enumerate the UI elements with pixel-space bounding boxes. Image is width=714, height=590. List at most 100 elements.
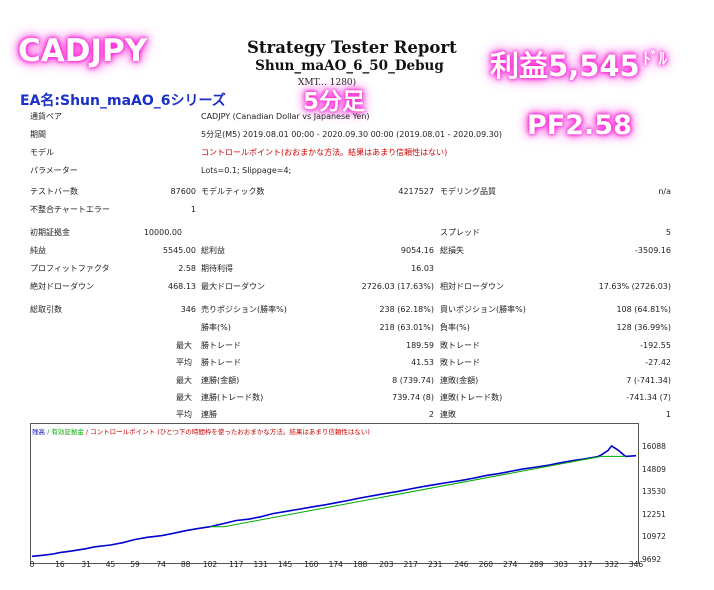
short-positions-value: 238 (62.18%): [379, 305, 434, 314]
quality-label: モデリング品質: [440, 187, 496, 196]
y-tick-label: 10972: [642, 532, 666, 542]
x-tick-label: 317: [578, 560, 593, 569]
avg-consec-loss-label: 連敗: [440, 410, 456, 419]
long-positions-value: 108 (64.81%): [616, 305, 671, 314]
model-value: コントロールポイント(おおまかな方法。結果はあまり信頼性はない): [201, 148, 448, 157]
max-win-value: 189.59: [406, 341, 434, 350]
max-prefix-3: 最大: [176, 393, 192, 402]
abs-drawdown-label: 絶対ドローダウン: [30, 282, 94, 291]
deposit-label: 初期証拠金: [30, 228, 70, 237]
avg-loss-label: 敗トレード: [440, 358, 480, 367]
balance-line: [31, 444, 637, 558]
x-tick-label: 117: [229, 560, 244, 569]
x-tick-label: 289: [529, 560, 544, 569]
consec-loss-money-label: 連敗(金額): [440, 376, 479, 385]
x-tick-label: 45: [105, 560, 116, 569]
loss-rate-label: 負率(%): [440, 323, 470, 332]
y-tick-label: 16088: [642, 442, 666, 452]
total-trades-value: 346: [180, 305, 196, 314]
legend-equity: / 有効証拠金: [47, 428, 84, 436]
param-label: パラメーター: [30, 166, 78, 175]
x-tick-label: 74: [156, 560, 166, 569]
net-profit-label: 純益: [30, 246, 46, 255]
max-loss-value: -192.55: [640, 341, 671, 350]
consec-win-trades-label: 連勝(トレード数): [201, 393, 264, 402]
x-tick-label: 131: [253, 560, 268, 569]
abs-drawdown-value: 468.13: [168, 282, 196, 291]
overlay-pf: PF2.58: [527, 110, 632, 141]
period-value: 5分足(M5) 2019.08.01 00:00 - 2020.09.30 00…: [201, 130, 503, 139]
expected-payoff-value: 16.03: [411, 264, 434, 273]
overlay-profit-value: 利益5,545: [490, 49, 640, 83]
x-tick-label: 260: [478, 560, 494, 569]
x-tick-label: 303: [553, 560, 569, 569]
avg-consec-win-label: 連勝: [201, 410, 217, 419]
deposit-value: 10000.00: [143, 228, 182, 237]
long-positions-label: 買いポジション(勝率%): [440, 305, 526, 314]
ticks-value: 4217527: [398, 187, 434, 196]
gross-profit-value: 9054.16: [400, 246, 434, 255]
avg-prefix-1: 平均: [176, 358, 192, 367]
x-tick-label: 0: [29, 560, 35, 569]
spread-value: 5: [665, 228, 671, 237]
consec-win-trades-value: 739.74 (8): [392, 393, 434, 402]
y-tick-label: 13530: [642, 487, 666, 497]
report-server: XMT... 1280): [298, 78, 357, 88]
bars-label: テストバー数: [30, 187, 78, 196]
report-title: Strategy Tester Report: [247, 38, 457, 57]
consec-loss-trades-value: -741.34 (7): [626, 393, 671, 402]
mismatch-label: 不整合チャートエラー: [30, 205, 110, 214]
avg-consec-win-value: 2: [428, 410, 434, 419]
equity-line: [210, 455, 626, 528]
consec-loss-trades-label: 連敗(トレード数): [440, 393, 503, 402]
x-tick-label: 188: [353, 560, 368, 569]
param-value: Lots=0.1; Slippage=4;: [201, 166, 292, 175]
profit-factor-label: プロフィットファクタ: [30, 264, 110, 273]
short-positions-label: 売りポジション(勝率%): [201, 305, 287, 314]
x-tick-label: 217: [403, 560, 418, 569]
max-win-label: 勝トレード: [201, 341, 241, 350]
max-loss-label: 敗トレード: [440, 341, 480, 350]
legend-note: / コントロールポイント (ひとつ下の時間枠を使ったおおまかな方法。結果はあまり…: [85, 428, 370, 436]
gross-profit-label: 総利益: [201, 246, 225, 255]
quality-value: n/a: [658, 187, 671, 196]
consec-win-money-value: 8 (739.74): [392, 376, 434, 385]
y-tick-label: 9692: [642, 555, 662, 564]
consec-loss-money-value: 7 (-741.34): [626, 376, 671, 385]
net-profit-value: 5545.00: [162, 246, 196, 255]
avg-consec-loss-value: 1: [665, 410, 671, 419]
loss-rate-value: 128 (36.99%): [616, 323, 671, 332]
model-label: モデル: [30, 148, 54, 157]
overlay-profit-unit: ﾄﾞﾙ: [642, 49, 667, 68]
y-tick-label: 14809: [642, 464, 666, 474]
avg-loss-value: -27.42: [645, 358, 671, 367]
win-rate-label: 勝率(%): [201, 323, 231, 332]
mismatch-value: 1: [190, 205, 196, 214]
pair-label: 通貨ペア: [30, 112, 62, 121]
win-rate-value: 218 (63.01%): [379, 323, 434, 332]
total-trades-label: 総取引数: [30, 305, 62, 314]
consec-win-money-label: 連勝(金額): [201, 376, 240, 385]
rel-drawdown-value: 17.63% (2726.03): [598, 282, 671, 291]
gross-loss-value: -3509.16: [635, 246, 671, 255]
ea-series-name: EA名:Shun_maAO_6シリーズ: [20, 93, 226, 109]
x-tick-label: 174: [328, 560, 343, 569]
x-tick-label: 274: [503, 560, 518, 569]
x-tick-label: 231: [428, 560, 443, 569]
x-tick-label: 88: [180, 560, 191, 569]
legend-balance: 残高: [32, 428, 45, 436]
max-prefix-1: 最大: [176, 341, 192, 350]
chart-legend: 残高 / 有効証拠金 / コントロールポイント (ひとつ下の時間枠を使ったおおま…: [32, 426, 370, 436]
x-tick-label: 145: [277, 560, 293, 569]
max-drawdown-value: 2726.03 (17.63%): [361, 282, 434, 291]
x-tick-label: 332: [604, 560, 619, 569]
max-drawdown-label: 最大ドローダウン: [201, 282, 265, 291]
avg-win-label: 勝トレード: [201, 358, 241, 367]
x-tick-label: 160: [304, 560, 319, 569]
expected-payoff-label: 期待利得: [201, 264, 233, 273]
ticks-label: モデルティック数: [201, 187, 265, 196]
avg-prefix-2: 平均: [176, 410, 192, 419]
gross-loss-label: 総損失: [440, 246, 464, 255]
avg-win-value: 41.53: [411, 358, 434, 367]
